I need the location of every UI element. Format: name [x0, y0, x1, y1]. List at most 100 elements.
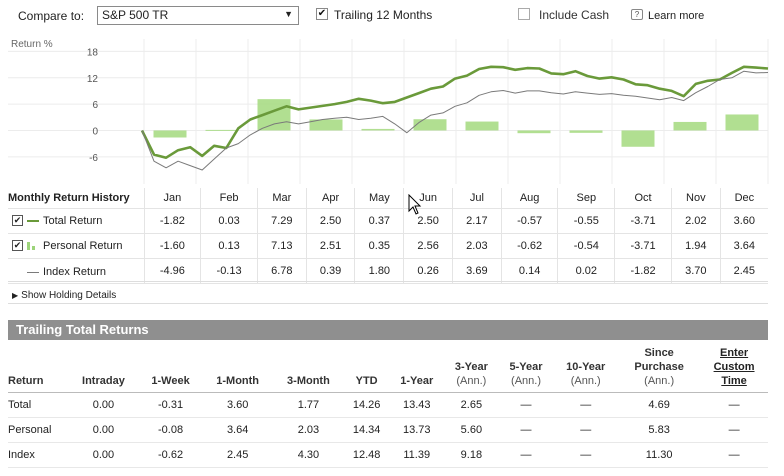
table-cell: -0.55: [557, 208, 615, 234]
month-header: Sep: [557, 188, 615, 209]
return-chart: 18 12 6 0 -6: [8, 39, 769, 184]
table-cell: -0.31: [138, 392, 203, 418]
table-cell: 1.80: [354, 258, 404, 284]
table-cell: —: [498, 442, 554, 468]
table-cell: 2.03: [452, 233, 502, 259]
custom-line1[interactable]: Enter: [720, 346, 749, 359]
personal-return-label-cell: ✔ Personal Return: [8, 233, 144, 259]
table-cell: -4.96: [143, 258, 201, 284]
col-header-3-year: 3-Year (Ann.): [444, 342, 499, 393]
table-cell: -0.57: [500, 208, 558, 234]
table-cell: —: [700, 392, 768, 418]
since-line2: Purchase: [634, 360, 684, 373]
table-cell: —: [498, 417, 554, 443]
divider: [8, 303, 768, 304]
trailing-label[interactable]: Trailing 12 Months: [334, 8, 433, 22]
trailing-checkbox[interactable]: ✔: [316, 8, 328, 20]
personal-return-checkbox[interactable]: ✔: [12, 240, 23, 252]
table-cell: 13.73: [389, 417, 445, 443]
table-cell: -0.54: [557, 233, 615, 259]
table-cell: 2.50: [403, 208, 453, 234]
table-cell: 14.26: [343, 392, 390, 418]
show-holding-details-toggle[interactable]: ▶ Show Holding Details: [12, 290, 116, 301]
y-tick-label: 0: [92, 126, 98, 137]
trailing-row-total: Total 0.00 -0.31 3.60 1.77 14.26 13.43 2…: [8, 392, 768, 418]
custom-line2[interactable]: Custom: [713, 360, 755, 373]
table-cell: 11.30: [618, 442, 701, 468]
personal-return-row: ✔ Personal Return -1.60 0.13 7.13 2.51 0…: [8, 233, 768, 259]
ann-note: (Ann.): [570, 374, 601, 387]
index-return-label-cell: Index Return: [8, 258, 144, 284]
table-cell: 2.02: [670, 208, 721, 234]
bar-personal-return: [725, 114, 759, 131]
monthly-return-table: Monthly Return History Jan Feb Mar Apr M…: [8, 188, 768, 284]
col-header-since-purchase: Since Purchase (Ann.): [618, 342, 701, 393]
include-cash-checkbox[interactable]: [518, 8, 530, 20]
table-cell: —: [553, 442, 619, 468]
bar-legend-icon: [27, 241, 39, 250]
table-cell: -1.60: [143, 233, 201, 259]
index-return-row: Index Return -4.96 -0.13 6.78 0.39 1.80 …: [8, 258, 768, 284]
total-return-label: Total Return: [43, 214, 103, 227]
bar-personal-return: [361, 128, 395, 131]
table-cell: 2.03: [273, 417, 344, 443]
table-cell: 13.43: [389, 392, 445, 418]
table-cell: —: [498, 392, 554, 418]
table-cell: —: [700, 417, 768, 443]
row-label: Personal: [8, 417, 68, 443]
y-tick-label: 12: [87, 74, 99, 85]
table-cell: —: [700, 442, 768, 468]
table-cell: 0.03: [200, 208, 258, 234]
table-cell: 0.00: [68, 442, 139, 468]
trailing-returns-title: Trailing Total Returns: [8, 320, 768, 340]
total-return-checkbox[interactable]: ✔: [12, 215, 23, 227]
custom-line3[interactable]: Time: [721, 374, 747, 387]
total-return-label-cell: ✔ Total Return: [8, 208, 144, 234]
since-line1: Since: [644, 346, 674, 359]
bar-personal-return: [413, 119, 447, 131]
month-header: Nov: [670, 188, 721, 209]
table-cell: 2.17: [452, 208, 502, 234]
include-cash-label[interactable]: Include Cash: [539, 8, 610, 22]
table-cell: 11.39: [389, 442, 445, 468]
holding-label: Show Holding Details: [21, 290, 117, 301]
table-cell: -3.71: [614, 208, 672, 234]
table-cell: 3.64: [719, 233, 768, 259]
month-header: Apr: [305, 188, 355, 209]
table-cell: 4.30: [273, 442, 344, 468]
month-header: Jan: [143, 188, 201, 209]
monthly-header-label: Monthly Return History: [8, 188, 144, 209]
month-header: Jul: [452, 188, 502, 209]
enter-custom-time-link[interactable]: Enter Custom Time: [700, 342, 768, 393]
table-cell: 6.78: [256, 258, 307, 284]
table-cell: 9.18: [444, 442, 499, 468]
table-cell: 2.50: [305, 208, 355, 234]
table-cell: 3.60: [719, 208, 768, 234]
ann-note: (Ann.): [456, 374, 487, 387]
trailing-header-row: Return Intraday 1-Week 1-Month 3-Month Y…: [8, 342, 768, 393]
help-icon[interactable]: ?: [631, 9, 643, 20]
line-index-return: [141, 70, 769, 171]
learn-more-link[interactable]: Learn more: [648, 10, 705, 22]
total-return-row: ✔ Total Return -1.82 0.03 7.29 2.50 0.37…: [8, 208, 768, 234]
table-cell: 3.64: [202, 417, 274, 443]
col-header-return: Return: [8, 342, 68, 393]
bar-personal-return: [517, 130, 551, 134]
table-cell: -0.13: [200, 258, 258, 284]
table-cell: -1.82: [143, 208, 201, 234]
bar-personal-return: [569, 130, 603, 133]
compare-select[interactable]: S&P 500 TR ▼: [97, 6, 299, 25]
line-legend-icon: [27, 219, 39, 222]
table-cell: 0.00: [68, 417, 139, 443]
table-cell: —: [553, 392, 619, 418]
col-header-10-year-label: 10-Year: [566, 360, 606, 373]
table-cell: —: [553, 417, 619, 443]
month-header: Feb: [200, 188, 258, 209]
col-header-intraday: Intraday: [68, 342, 139, 393]
table-cell: 2.65: [444, 392, 499, 418]
bar-personal-return: [465, 121, 499, 131]
row-label: Total: [8, 392, 68, 418]
table-cell: 2.45: [719, 258, 768, 284]
col-header-ytd: YTD: [343, 342, 390, 393]
table-cell: 1.94: [670, 233, 721, 259]
